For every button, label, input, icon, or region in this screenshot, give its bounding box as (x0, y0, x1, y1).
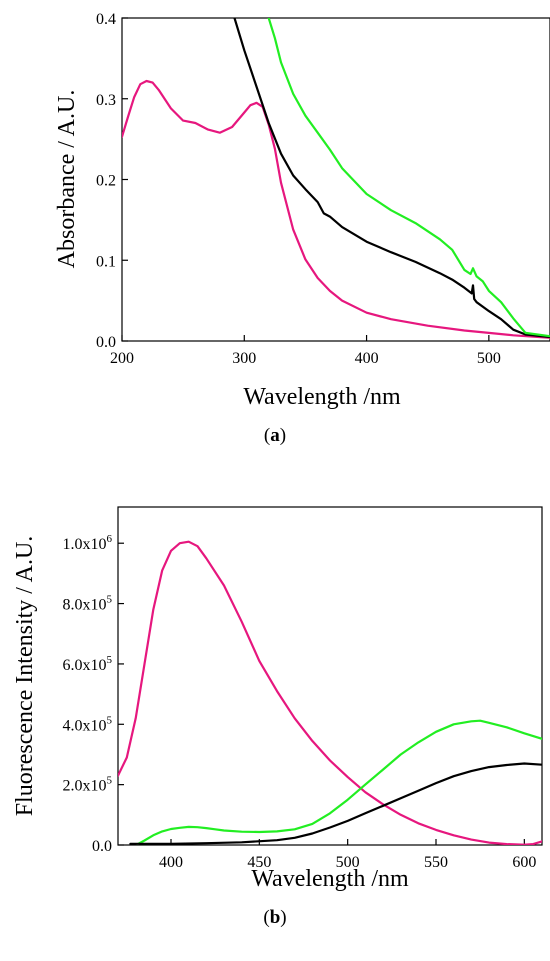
panel-b-x-tick-label: 400 (159, 854, 183, 871)
panel-b-x-tick-label: 500 (336, 854, 360, 871)
panel-b-y-axis-title: Fluorescence Intensity / A.U. (12, 536, 38, 817)
panel-b-caption: (b) (263, 907, 286, 928)
panel-b-ticks (118, 542, 525, 846)
panel-b-y-tick-label: 8.0x105 (63, 594, 113, 614)
panel-b-y-tick-label: 4.0x105 (63, 714, 113, 734)
panel-a-series (122, 18, 550, 339)
panel-b-series-line-3 (129, 762, 542, 845)
panel-a-y-tick-label: 0.0 (96, 334, 116, 351)
panel-b-x-tick-label: 450 (247, 854, 271, 871)
panel-a-x-tick-labels: 200 300 400 500 (110, 350, 501, 367)
panel-a-y-tick-label: 0.1 (96, 253, 116, 270)
panel-a-y-tick-label: 0.2 (96, 173, 116, 190)
panel-a-x-axis-title: Wavelength /nm (243, 384, 401, 410)
panel-b-y-tick-label: 2.0x105 (63, 775, 113, 795)
panel-b-plot-frame (117, 506, 543, 846)
panel-b-series-line-1 (118, 540, 542, 845)
panel-a-plot-frame (121, 17, 550, 342)
panel-b-series (118, 540, 542, 845)
panel-a-series-line-2 (233, 18, 550, 339)
panel-b-y-tick-label: 6.0x105 (63, 654, 113, 674)
panel-a-x-tick-label: 300 (232, 350, 256, 367)
fluorescence-panel: 400 450 500 550 600 0.0 2.0x105 4.0x105 6.0x105… (12, 506, 543, 928)
panel-a-series-line-3 (267, 18, 550, 338)
panel-b-y-tick-label: 0.0 (92, 838, 112, 855)
panel-b-series-line-2 (136, 719, 542, 845)
panel-a-letter: a (270, 425, 280, 446)
panel-a-y-tick-label: 0.3 (96, 92, 116, 109)
panel-a-x-tick-label: 500 (477, 350, 501, 367)
absorbance-panel: 200 300 400 500 0.0 0.1 0.2 0.3 0.4 Wavelength … (54, 11, 550, 446)
panel-a-y-tick-label: 0.4 (96, 11, 116, 28)
panel-a-y-tick-labels: 0.0 0.1 0.2 0.3 0.4 (96, 11, 116, 351)
panel-b-y-tick-label: 1.0x106 (63, 533, 113, 553)
panel-a-caption: (a) (264, 425, 286, 446)
panel-b-x-tick-label: 600 (512, 854, 536, 871)
panel-b-y-tick-labels: 0.0 2.0x105 4.0x105 6.0x105 8.0x105 1.0x106 (63, 533, 113, 855)
panel-b-x-axis-title: Wavelength /nm (251, 866, 409, 892)
panel-b-x-tick-labels: 400 450 500 550 600 (159, 854, 536, 871)
panel-a-series-line-1 (122, 79, 550, 339)
panel-b-x-tick-label: 550 (424, 854, 448, 871)
panel-a-x-tick-label: 200 (110, 350, 134, 367)
panel-a-ticks (121, 17, 490, 342)
panel-a-x-tick-label: 400 (355, 350, 379, 367)
panel-a-y-axis-title: Absorbance / A.U. (54, 90, 80, 269)
panel-b-letter: b (270, 907, 281, 928)
